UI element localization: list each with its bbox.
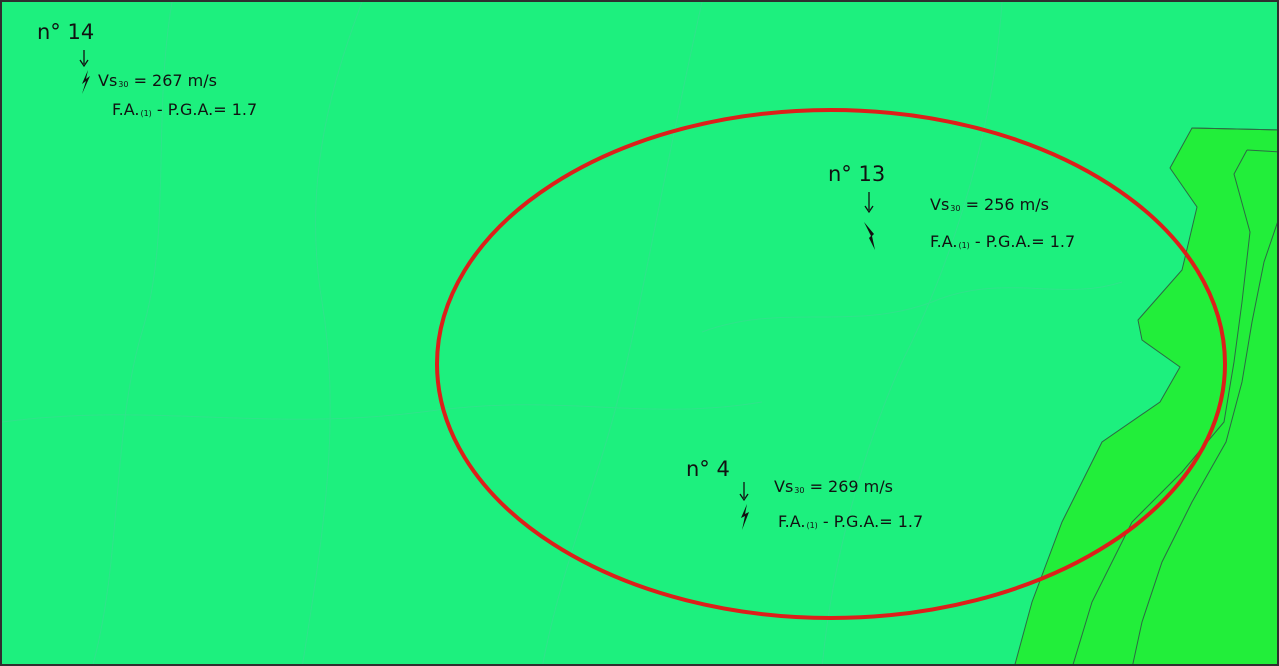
- seismic-zone-secondary: [1014, 127, 1277, 664]
- fa-pga-value: F.A.(1) - P.G.A.= 1.7: [112, 100, 258, 119]
- station-4[interactable]: n° 4 Vs30 = 269 m/s F.A.(1) - P.G.A.= 1.…: [682, 442, 982, 552]
- station-number: n° 14: [37, 20, 95, 44]
- fa-pga-value: F.A.(1) - P.G.A.= 1.7: [930, 232, 1076, 251]
- zone-contour-lines: [1072, 127, 1277, 664]
- survey-point-marker-icon: [864, 192, 875, 250]
- station-number: n° 4: [686, 457, 730, 481]
- survey-point-marker-icon: [79, 50, 90, 94]
- highlight-ellipse: [435, 108, 1227, 620]
- terrain-faint-contours: [2, 2, 1123, 664]
- vs30-value: Vs30 = 269 m/s: [774, 477, 893, 496]
- fa-pga-value: F.A.(1) - P.G.A.= 1.7: [778, 512, 924, 531]
- station-number: n° 13: [828, 162, 886, 186]
- station-13[interactable]: n° 13 Vs30 = 256 m/s F.A.(1) - P.G.A.= 1…: [822, 152, 1122, 262]
- survey-point-marker-icon: [739, 482, 749, 530]
- vs30-value: Vs30 = 267 m/s: [98, 71, 217, 90]
- vs30-value: Vs30 = 256 m/s: [930, 195, 1049, 214]
- station-14[interactable]: n° 14 Vs30 = 267 m/s F.A.(1) - P.G.A.= 1…: [2, 2, 362, 142]
